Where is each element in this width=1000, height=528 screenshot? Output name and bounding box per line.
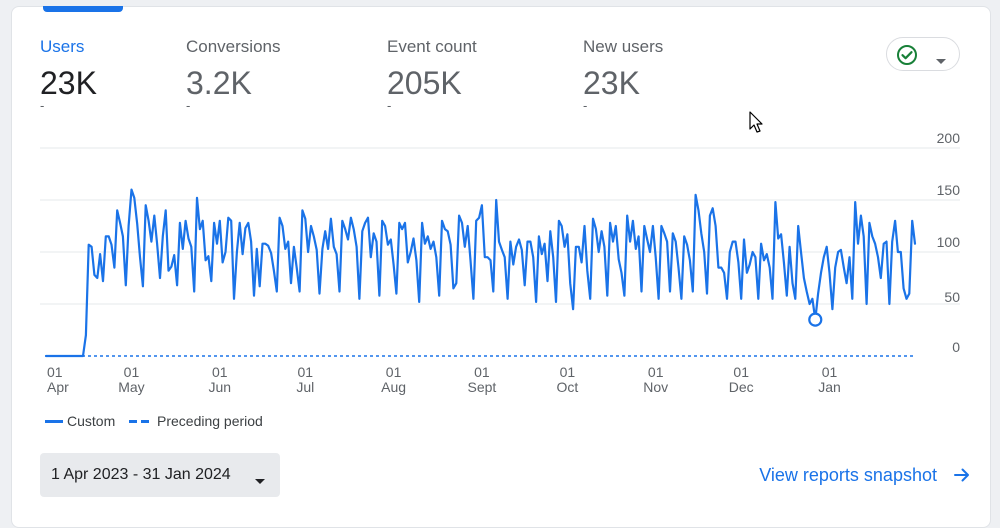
- metric-tab-users[interactable]: Users 23K -: [40, 37, 97, 113]
- legend-swatch-solid: [45, 420, 63, 423]
- metric-value: 23K: [583, 65, 640, 101]
- metric-delta: -: [583, 98, 588, 113]
- x-tick-month: May: [118, 379, 144, 395]
- metric-tab-event-count[interactable]: Event count 205K -: [387, 37, 477, 113]
- highlighted-data-point: [808, 312, 823, 327]
- mouse-pointer-icon: [749, 111, 765, 140]
- x-tick-day: 01: [212, 364, 228, 380]
- x-tick-month: Jan: [818, 379, 841, 395]
- date-range-selector[interactable]: 1 Apr 2023 - 31 Jan 2024: [40, 453, 280, 497]
- x-tick-day: 01: [47, 364, 63, 380]
- y-tick-label: 150: [937, 182, 961, 198]
- x-tick-month: Apr: [47, 379, 69, 395]
- x-tick-day: 01: [648, 364, 664, 380]
- metric-delta: -: [40, 98, 45, 113]
- metric-label: Event count: [387, 37, 477, 56]
- x-tick-month: Sept: [468, 379, 497, 395]
- metric-label: New users: [583, 37, 664, 56]
- x-tick-day: 01: [124, 364, 140, 380]
- y-tick-label: 0: [952, 339, 960, 355]
- x-tick-month: Oct: [557, 379, 579, 395]
- legend-label: Preceding period: [157, 413, 263, 429]
- active-metric-indicator: [43, 6, 123, 12]
- legend-label: Custom: [67, 413, 116, 429]
- legend-swatch-dashed: [129, 420, 149, 423]
- x-tick-day: 01: [560, 364, 576, 380]
- chart-series: [44, 188, 917, 358]
- metric-value: 3.2K: [186, 65, 252, 101]
- metric-tab-new-users[interactable]: New users 23K -: [583, 37, 663, 113]
- metric-value: 23K: [40, 65, 97, 101]
- metric-tab-conversions[interactable]: Conversions 3.2K -: [186, 37, 281, 113]
- x-tick-month: Nov: [643, 379, 668, 395]
- x-tick-month: Jun: [209, 379, 232, 395]
- metric-delta: -: [387, 98, 392, 113]
- x-tick-day: 01: [822, 364, 838, 380]
- x-tick-day: 01: [297, 364, 313, 380]
- x-tick-day: 01: [386, 364, 402, 380]
- chevron-down-icon: [935, 52, 947, 70]
- x-tick-month: Dec: [729, 379, 754, 395]
- insights-status-button[interactable]: [886, 37, 960, 71]
- metric-value: 205K: [387, 65, 462, 101]
- series-line-custom: [44, 188, 917, 358]
- arrow-right-icon: [954, 467, 970, 488]
- y-axis-tick-labels: 200 150 100 50 0: [937, 130, 961, 355]
- y-tick-label: 200: [937, 130, 961, 146]
- metric-label: Conversions: [186, 37, 281, 56]
- x-tick-day: 01: [733, 364, 749, 380]
- snapshot-link-label: View reports snapshot: [759, 465, 937, 485]
- y-tick-label: 100: [937, 234, 961, 250]
- metric-label: Users: [40, 37, 85, 56]
- chart-gridlines: [40, 147, 960, 305]
- x-tick-month: Aug: [381, 379, 406, 395]
- x-tick-day: 01: [474, 364, 490, 380]
- chevron-down-icon: [254, 472, 266, 490]
- date-range-label: 1 Apr 2023 - 31 Jan 2024: [51, 466, 231, 483]
- x-tick-month: Jul: [296, 379, 314, 395]
- view-reports-snapshot-link[interactable]: View reports snapshot: [759, 465, 970, 488]
- y-tick-label: 50: [944, 289, 960, 305]
- metric-delta: -: [186, 98, 191, 113]
- check-circle-icon: [896, 44, 918, 71]
- x-axis-tick-labels: 01Apr01May01Jun01Jul01Aug01Sept01Oct01No…: [47, 364, 841, 395]
